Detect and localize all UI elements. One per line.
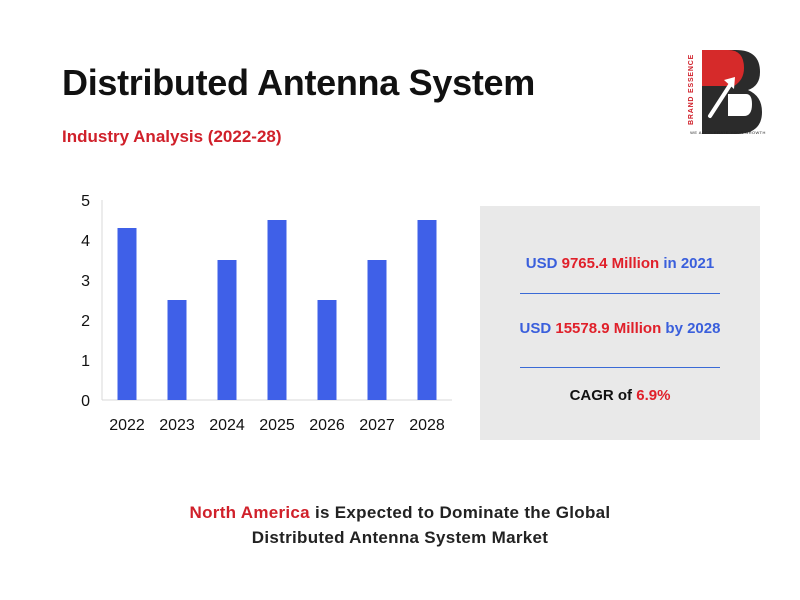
y-tick-label: 2: [81, 313, 90, 330]
footer-line-1: North America is Expected to Dominate th…: [189, 503, 611, 522]
y-tick-label: 3: [81, 273, 90, 290]
y-tick-label: 0: [81, 393, 90, 410]
bar-2028: [417, 220, 437, 400]
y-tick-label: 1: [81, 353, 90, 370]
bar-2026: [317, 300, 337, 400]
y-tick-labels: 0 1 2 3 4 5: [81, 193, 90, 410]
x-tick-label: 2022: [109, 417, 145, 434]
x-tick-label: 2028: [409, 417, 445, 434]
x-tick-label: 2026: [309, 417, 345, 434]
market-size-2021: USD 9765.4 Million in 2021: [525, 255, 715, 272]
bar-2022: [117, 228, 137, 400]
stats-divider: [520, 367, 720, 368]
cagr: CAGR of 6.9%: [569, 387, 671, 404]
cagr-value: 6.9%: [636, 387, 671, 404]
logo-brand-text: BRAND ESSENCE: [688, 53, 695, 125]
market-size-2021-value: 9765.4 Million: [561, 255, 660, 272]
bar-2025: [267, 220, 287, 400]
stats-divider: [520, 293, 720, 294]
y-tick-label: 4: [81, 233, 90, 250]
market-size-2028-value: 15578.9 Million: [555, 320, 662, 337]
bars: [117, 220, 437, 400]
x-tick-labels: 2022 2023 2024 2025 2026 2027 2028: [109, 417, 445, 434]
brand-essence-logo-icon: [702, 50, 762, 134]
market-size-2028: USD 15578.9 Million by 2028: [519, 320, 721, 337]
footer-statement: North America is Expected to Dominate th…: [0, 500, 800, 550]
x-tick-label: 2024: [209, 417, 245, 434]
page-subtitle: Industry Analysis (2022-28): [62, 127, 282, 146]
bar-2024: [217, 260, 237, 400]
bar-chart: 0 1 2 3 4 5 2022 2023 2024 2025 2026 2027 2028: [81, 193, 452, 434]
y-tick-label: 5: [81, 193, 90, 210]
page-title: Distributed Antenna System: [62, 62, 535, 103]
x-tick-label: 2025: [259, 417, 295, 434]
x-tick-label: 2027: [359, 417, 395, 434]
footer-highlight-region: North America: [189, 503, 310, 522]
bar-2023: [167, 300, 187, 400]
stats-panel: USD 9765.4 Million in 2021 USD 15578.9 M…: [480, 206, 760, 440]
x-tick-label: 2023: [159, 417, 195, 434]
footer-line-2: Distributed Antenna System Market: [251, 528, 549, 547]
logo-tagline: WE ACCELERATE YOUR GROWTH: [690, 130, 766, 135]
bar-2027: [367, 260, 387, 400]
